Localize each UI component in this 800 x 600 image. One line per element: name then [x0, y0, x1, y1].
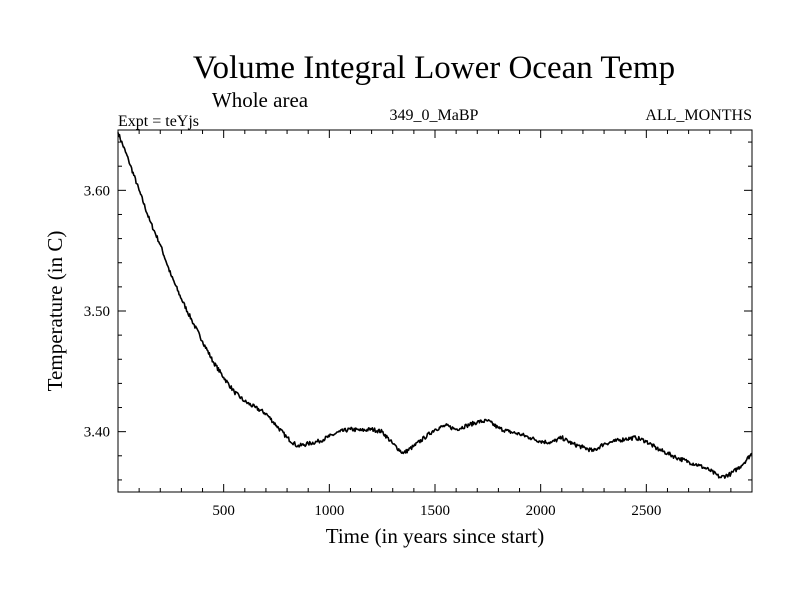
series-line-teYjs [117, 132, 753, 479]
chart-subtitle: Whole area [212, 88, 309, 112]
y-tick-label: 3.40 [84, 425, 110, 441]
y-tick-label: 3.50 [84, 304, 110, 320]
months-label: ALL_MONTHS [645, 107, 752, 124]
experiment-label: Expt = teYjs [118, 113, 199, 130]
x-tick-label: 500 [212, 503, 235, 519]
plot-frame [117, 129, 753, 493]
x-tick-label: 2500 [631, 503, 661, 519]
chart-title: Volume Integral Lower Ocean Temp [193, 50, 675, 86]
y-axis-label: Temperature (in C) [43, 231, 67, 392]
y-tick-label: 3.60 [84, 183, 110, 199]
x-tick-label: 1000 [314, 503, 344, 519]
x-tick-label: 1500 [420, 503, 450, 519]
x-tick-label: 2000 [526, 503, 556, 519]
axis-ticks: 500 1000 1500 2000 2500 3.40 3.50 3.60 [84, 130, 752, 519]
x-axis-label: Time (in years since start) [326, 524, 545, 548]
period-label: 349_0_MaBP [390, 107, 479, 124]
